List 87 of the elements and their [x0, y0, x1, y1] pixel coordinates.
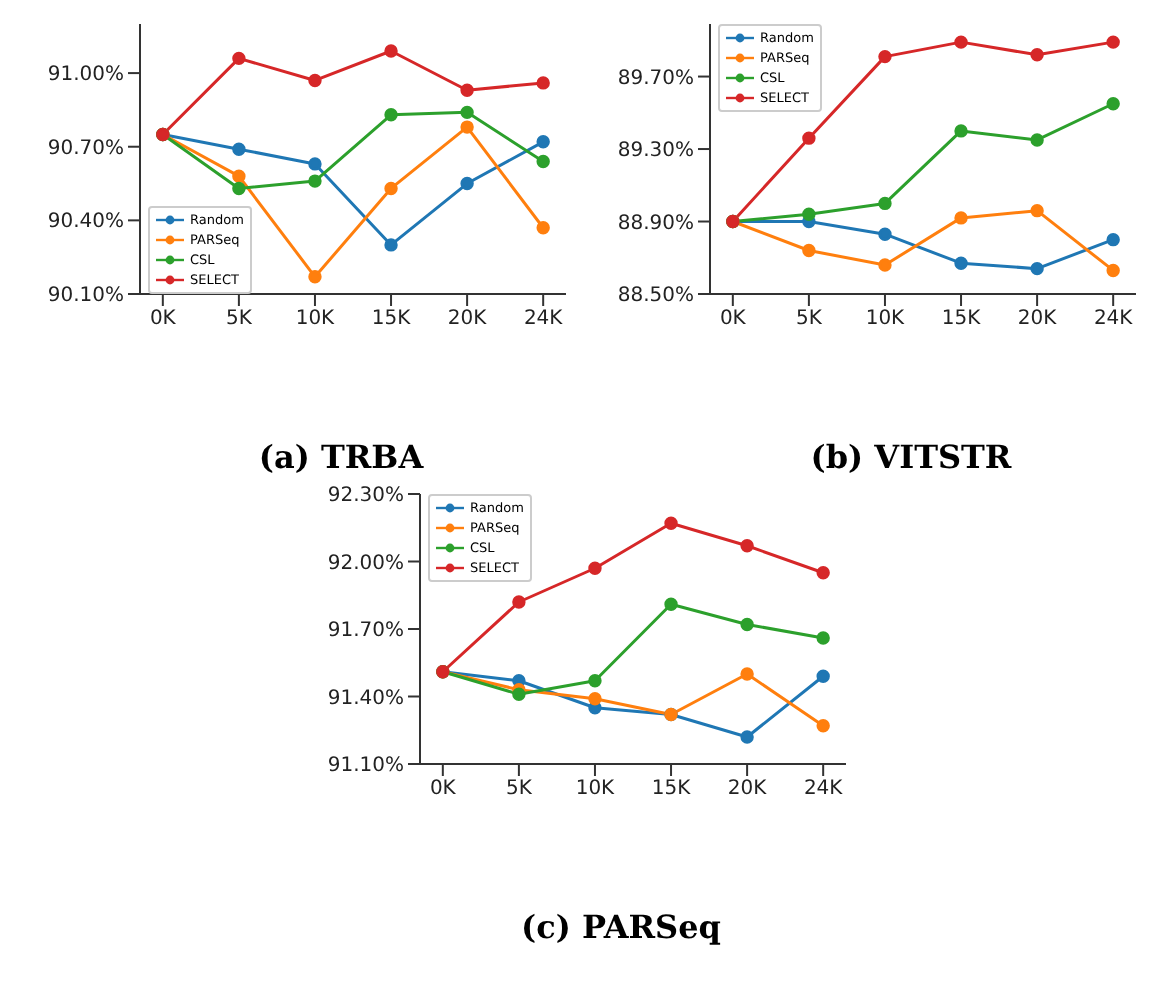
- point: [1106, 97, 1120, 111]
- x-tick-label: 5K: [225, 308, 253, 331]
- x-tick-label: 5K: [505, 778, 533, 801]
- x-tick-label: 10K: [865, 308, 906, 331]
- point: [384, 108, 398, 122]
- point: [460, 176, 474, 191]
- x-tick-label: 15K: [941, 308, 982, 331]
- y-tick-label: 88.50%: [617, 285, 694, 308]
- point: [536, 135, 550, 149]
- point: [816, 631, 830, 645]
- y-tick-label: 91.40%: [327, 687, 404, 710]
- y-tick-label: 89.70%: [617, 67, 694, 90]
- point: [1030, 261, 1044, 276]
- point: [308, 270, 322, 284]
- x-tick-label: 20K: [447, 308, 488, 331]
- point: [664, 597, 678, 611]
- x-tick-label: 24K: [803, 778, 844, 801]
- point: [460, 105, 474, 120]
- text: (b) VITSTR: [808, 438, 1014, 476]
- point: [588, 692, 602, 706]
- point: [232, 51, 246, 66]
- y-tick-label: 91.10%: [327, 755, 404, 778]
- point: [740, 730, 754, 744]
- y-tick-label: 90.70%: [47, 137, 124, 160]
- point: [664, 516, 678, 530]
- point: [384, 181, 398, 196]
- point: [1030, 48, 1044, 62]
- point: [740, 667, 754, 681]
- point: [878, 196, 892, 211]
- point: [308, 73, 322, 88]
- point: [460, 120, 474, 134]
- x-tick-label: 10K: [295, 308, 336, 331]
- x-tick-label: 15K: [651, 778, 692, 801]
- point: [536, 76, 550, 90]
- point: [588, 674, 602, 688]
- point: [878, 49, 892, 64]
- point: [954, 35, 968, 49]
- point: [512, 595, 526, 609]
- point: [1106, 263, 1120, 278]
- point: [878, 258, 892, 272]
- y-tick-label: 91.70%: [327, 620, 404, 643]
- point: [308, 174, 322, 188]
- point: [954, 256, 968, 270]
- point: [536, 154, 550, 169]
- point: [1106, 232, 1120, 247]
- point: [802, 243, 816, 258]
- y-tick-label: 91.00%: [47, 64, 124, 87]
- x-tick-label: 24K: [523, 308, 564, 331]
- point: [232, 142, 246, 156]
- x-tick-label: 15K: [371, 308, 412, 331]
- point: [878, 227, 892, 241]
- point: [954, 211, 968, 225]
- point: [588, 561, 602, 575]
- y-tick-label: 89.30%: [617, 140, 694, 163]
- x-tick-label: 0K: [429, 778, 457, 801]
- text: (a) TRBA: [256, 438, 426, 476]
- x-tick-label: 0K: [719, 308, 747, 331]
- point: [816, 719, 830, 733]
- x-tick-label: 0K: [149, 308, 177, 331]
- x-tick-label: 20K: [727, 778, 768, 801]
- point: [232, 169, 246, 183]
- text: (c) PARSeq: [519, 908, 723, 946]
- point: [802, 131, 816, 145]
- point: [740, 539, 754, 553]
- x-tick-label: 5K: [795, 308, 823, 331]
- point: [954, 124, 968, 138]
- y-tick-label: 90.40%: [47, 211, 124, 234]
- point: [1030, 133, 1044, 147]
- point: [816, 669, 830, 683]
- point: [816, 566, 830, 580]
- x-tick-label: 20K: [1017, 308, 1058, 331]
- y-tick-label: 90.10%: [47, 285, 124, 308]
- y-tick-label: 92.30%: [327, 485, 404, 508]
- point: [1030, 203, 1044, 218]
- x-tick-label: 10K: [575, 778, 616, 801]
- point: [1106, 35, 1120, 49]
- point: [536, 221, 550, 235]
- x-tick-label: 24K: [1093, 308, 1134, 331]
- y-tick-label: 92.00%: [327, 552, 404, 575]
- point: [308, 157, 322, 171]
- point: [802, 207, 816, 221]
- point: [384, 238, 398, 252]
- point: [740, 617, 754, 632]
- point: [384, 44, 398, 58]
- y-tick-label: 88.90%: [617, 212, 694, 235]
- point: [460, 83, 474, 97]
- point: [232, 181, 246, 196]
